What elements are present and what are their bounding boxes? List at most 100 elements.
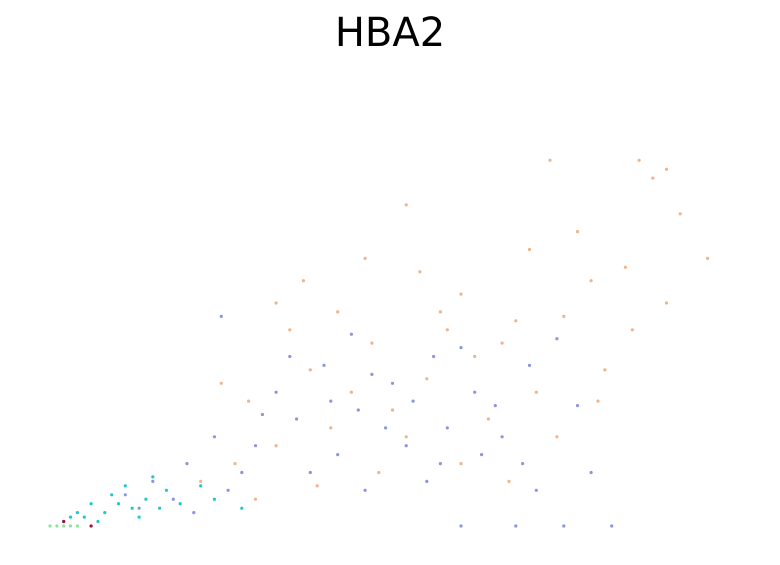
data-point (199, 484, 203, 488)
data-point (637, 158, 641, 162)
data-point (706, 256, 710, 260)
data-point (370, 372, 374, 376)
data-point (555, 435, 559, 439)
data-point (486, 417, 490, 421)
data-point (500, 341, 504, 345)
data-point (164, 488, 168, 492)
data-point (555, 337, 559, 341)
data-point (240, 506, 244, 510)
data-point (219, 314, 223, 318)
data-point (336, 453, 340, 457)
data-point (459, 292, 463, 296)
data-point (534, 488, 538, 492)
data-point (418, 270, 422, 274)
data-point (411, 399, 415, 403)
data-point (308, 470, 312, 475)
data-point (363, 488, 367, 492)
data-point (199, 479, 203, 483)
data-point (178, 502, 182, 506)
data-point (514, 319, 518, 323)
data-point (459, 524, 463, 528)
data-point (68, 515, 73, 519)
data-point (459, 462, 463, 466)
data-point (596, 399, 600, 403)
data-point (349, 390, 353, 394)
data-point (390, 408, 395, 412)
data-point (288, 354, 292, 359)
data-point (425, 377, 429, 381)
data-point (315, 484, 319, 488)
series-2 (62, 475, 244, 524)
data-point (404, 203, 408, 207)
data-point (425, 479, 429, 483)
series-3 (48, 524, 79, 528)
data-point (123, 484, 127, 488)
data-point (493, 404, 497, 408)
data-point (473, 354, 477, 359)
data-point (62, 519, 66, 524)
data-point (137, 515, 141, 519)
data-point (370, 341, 374, 345)
series-1 (123, 314, 614, 528)
data-point (171, 497, 175, 501)
data-point (151, 479, 155, 483)
data-point (219, 381, 223, 385)
data-point (89, 502, 93, 506)
series-0 (199, 158, 710, 501)
data-point (589, 470, 593, 475)
data-point (233, 462, 237, 466)
data-point (438, 310, 442, 314)
data-point (192, 510, 196, 515)
data-point (404, 435, 408, 439)
data-point (158, 506, 162, 510)
data-point (562, 524, 566, 528)
data-point (651, 176, 655, 180)
data-point (151, 475, 155, 479)
data-point (548, 158, 552, 162)
data-point (527, 363, 532, 367)
data-point (630, 328, 634, 332)
data-point (75, 524, 79, 528)
data-point (349, 332, 353, 336)
data-point (110, 493, 114, 497)
data-point (55, 524, 59, 528)
data-point (103, 510, 107, 515)
data-point (610, 524, 614, 528)
data-point (116, 502, 121, 506)
data-point (664, 301, 669, 305)
data-point (473, 390, 477, 394)
data-point (322, 363, 326, 367)
data-point (432, 354, 436, 359)
data-point (507, 479, 511, 483)
data-point (384, 426, 388, 430)
data-point (212, 435, 216, 439)
data-point (212, 497, 216, 501)
data-point (575, 230, 580, 234)
data-point (521, 462, 525, 466)
data-point (377, 470, 381, 475)
data-point (589, 279, 593, 283)
data-point (500, 435, 504, 439)
data-point (664, 167, 669, 171)
data-point (75, 510, 79, 515)
data-point (438, 462, 442, 466)
data-point (459, 346, 463, 350)
series-4 (62, 519, 93, 528)
data-point (390, 381, 395, 385)
data-point (603, 368, 607, 372)
data-point (48, 524, 52, 528)
data-point (534, 390, 538, 394)
data-point (123, 493, 127, 497)
data-point (247, 399, 251, 403)
data-point (678, 212, 682, 216)
data-point (445, 426, 449, 430)
data-point (288, 328, 292, 332)
data-point (253, 497, 258, 501)
data-point (240, 470, 244, 475)
data-point (260, 412, 264, 417)
data-point (480, 453, 484, 457)
data-point (623, 265, 628, 269)
data-point (445, 328, 449, 332)
data-point (130, 506, 134, 510)
